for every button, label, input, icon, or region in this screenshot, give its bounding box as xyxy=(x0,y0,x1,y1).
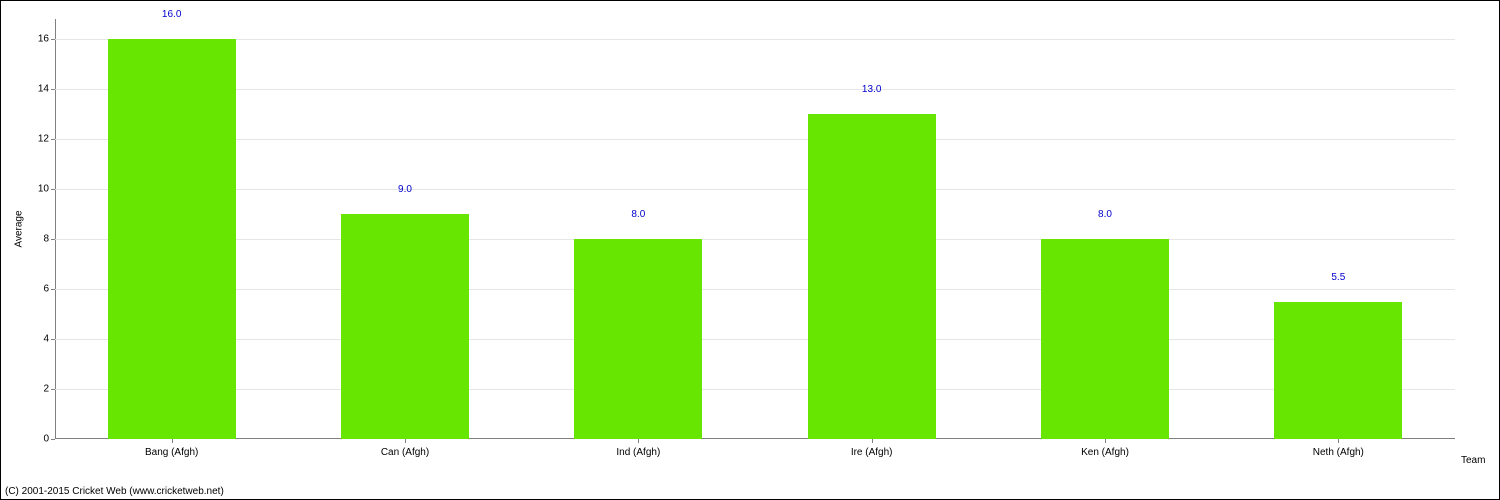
y-tick-mark xyxy=(51,39,55,40)
gridline xyxy=(55,239,1455,240)
bar-value-label: 13.0 xyxy=(862,84,881,99)
footer-text: (C) 2001-2015 Cricket Web (www.cricketwe… xyxy=(5,486,224,497)
bar-value-label: 9.0 xyxy=(398,184,412,199)
y-tick-label: 10 xyxy=(38,184,49,195)
y-tick-label: 16 xyxy=(38,34,49,45)
bar xyxy=(341,214,469,439)
x-tick-mark xyxy=(638,439,639,443)
gridline xyxy=(55,339,1455,340)
x-tick-mark xyxy=(405,439,406,443)
gridline xyxy=(55,89,1455,90)
x-tick-label: Ire (Afgh) xyxy=(851,447,893,458)
x-tick-label: Ind (Afgh) xyxy=(616,447,660,458)
bar xyxy=(1274,302,1402,440)
y-tick-label: 12 xyxy=(38,134,49,145)
plot-area: 024681012141616.0Bang (Afgh)9.0Can (Afgh… xyxy=(55,19,1455,439)
y-tick-mark xyxy=(51,189,55,190)
x-tick-label: Bang (Afgh) xyxy=(145,447,198,458)
x-tick-mark xyxy=(172,439,173,443)
bar xyxy=(808,114,936,439)
bar-value-label: 16.0 xyxy=(162,9,181,24)
y-tick-label: 14 xyxy=(38,84,49,95)
chart-container: 0 2 4 6 8 10 12 14 16 16.0 Bang (Afgh) 9.0 Can (Afgh… xyxy=(0,0,1500,500)
gridline xyxy=(55,389,1455,390)
y-tick-label: 0 xyxy=(43,434,49,445)
bar xyxy=(574,239,702,439)
y-tick-mark xyxy=(51,89,55,90)
y-tick-mark xyxy=(51,339,55,340)
gridline xyxy=(55,189,1455,190)
y-tick-label: 2 xyxy=(43,384,49,395)
x-tick-label: Can (Afgh) xyxy=(381,447,429,458)
x-tick-label: Neth (Afgh) xyxy=(1313,447,1364,458)
gridline xyxy=(55,139,1455,140)
x-tick-mark xyxy=(1338,439,1339,443)
y-tick-label: 6 xyxy=(43,284,49,295)
y-axis-line xyxy=(55,19,56,439)
y-tick-mark xyxy=(51,289,55,290)
y-tick-mark xyxy=(51,239,55,240)
x-tick-label: Ken (Afgh) xyxy=(1081,447,1129,458)
y-tick-mark xyxy=(51,389,55,390)
bar-value-label: 5.5 xyxy=(1331,272,1345,287)
x-axis-title: Team xyxy=(1461,455,1485,466)
x-axis-line xyxy=(55,438,1455,439)
gridline xyxy=(55,289,1455,290)
bar xyxy=(108,39,236,439)
bar xyxy=(1041,239,1169,439)
gridline xyxy=(55,39,1455,40)
bar-value-label: 8.0 xyxy=(631,209,645,224)
x-tick-mark xyxy=(1105,439,1106,443)
y-tick-label: 4 xyxy=(43,334,49,345)
y-axis-title: Average xyxy=(14,210,25,247)
bar-value-label: 8.0 xyxy=(1098,209,1112,224)
y-tick-label: 8 xyxy=(43,234,49,245)
x-tick-mark xyxy=(872,439,873,443)
y-tick-mark xyxy=(51,139,55,140)
y-tick-mark xyxy=(51,439,55,440)
plot-inner: 024681012141616.0Bang (Afgh)9.0Can (Afgh… xyxy=(55,19,1455,439)
